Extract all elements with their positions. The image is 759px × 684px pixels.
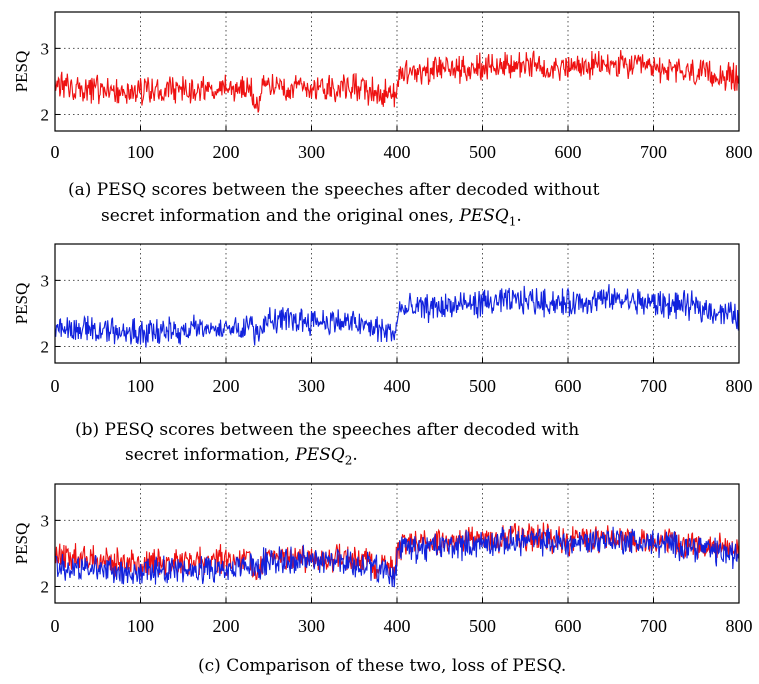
x-tick-label: 300	[298, 142, 325, 162]
x-tick-label: 500	[469, 616, 496, 636]
y-tick-label: 3	[41, 511, 50, 530]
caption-a-period: .	[516, 206, 522, 226]
caption-a-text: secret information and the original ones…	[101, 206, 460, 226]
chart-b: 0 100 200 300 400 500 600 700 800 2 3 PESQ	[12, 243, 753, 396]
y-axis-label: PESQ	[12, 51, 31, 93]
y-tick-label: 2	[41, 105, 50, 124]
x-tick-label: 600	[555, 616, 582, 636]
x-tick-label: 100	[127, 616, 154, 636]
x-tick-label: 800	[726, 376, 753, 396]
series-line	[54, 525, 740, 588]
caption-b-line2: secret information, PESQ2.	[125, 443, 358, 472]
caption-b-period: .	[352, 445, 358, 465]
x-tick-label: 300	[298, 616, 325, 636]
caption-a-sub: 1	[508, 214, 517, 229]
caption-b-text: secret information,	[125, 445, 296, 465]
x-tick-label: 600	[555, 376, 582, 396]
x-tick-label: 100	[127, 376, 154, 396]
x-tick-label: 500	[469, 376, 496, 396]
x-tick-label: 400	[384, 616, 411, 636]
x-tick-label: 700	[640, 142, 667, 162]
x-tick-label: 200	[213, 376, 240, 396]
caption-b-line1: (b) PESQ scores between the speeches aft…	[75, 420, 580, 440]
x-tick-label: 0	[51, 142, 60, 162]
chart-c: 0 100 200 300 400 500 600 700 800 2 3 PESQ	[12, 483, 753, 636]
panel-c: 0 100 200 300 400 500 600 700 800 2 3 PESQ (c) Comp…	[0, 476, 759, 684]
y-tick-label: 2	[41, 577, 50, 596]
y-tick-label: 3	[41, 39, 50, 58]
caption-a-math: PESQ	[459, 206, 509, 226]
y-tick-label: 3	[41, 271, 50, 290]
y-axis-label: PESQ	[12, 523, 31, 565]
x-tick-label: 0	[51, 616, 60, 636]
y-axis-label: PESQ	[12, 283, 31, 325]
caption-b-sub: 2	[344, 453, 353, 468]
x-tick-label: 100	[127, 142, 154, 162]
x-tick-label: 800	[726, 142, 753, 162]
x-tick-label: 500	[469, 142, 496, 162]
x-tick-label: 600	[555, 142, 582, 162]
caption-c: (c) Comparison of these two, loss of PES…	[198, 656, 567, 676]
x-tick-label: 300	[298, 376, 325, 396]
caption-b-math: PESQ	[295, 445, 345, 465]
x-tick-label: 700	[640, 376, 667, 396]
x-tick-label: 400	[384, 376, 411, 396]
caption-a-line2: secret information and the original ones…	[101, 204, 522, 233]
x-tick-label: 400	[384, 142, 411, 162]
series-line	[54, 50, 740, 113]
x-tick-label: 800	[726, 616, 753, 636]
panel-b: 0 100 200 300 400 500 600 700 800 2 3 PESQ (b) PESQ…	[0, 232, 759, 472]
panel-a: 0 100 200 300 400 500 600 700 800 2 3 PESQ (a) PESQ…	[0, 0, 759, 230]
x-tick-label: 200	[213, 616, 240, 636]
caption-a-line1: (a) PESQ scores between the speeches aft…	[68, 180, 600, 200]
series-line	[54, 284, 740, 348]
x-tick-label: 200	[213, 142, 240, 162]
x-tick-label: 700	[640, 616, 667, 636]
chart-a: 0 100 200 300 400 500 600 700 800 2 3 PESQ	[12, 11, 753, 162]
y-tick-label: 2	[41, 337, 50, 356]
x-tick-label: 0	[51, 376, 60, 396]
